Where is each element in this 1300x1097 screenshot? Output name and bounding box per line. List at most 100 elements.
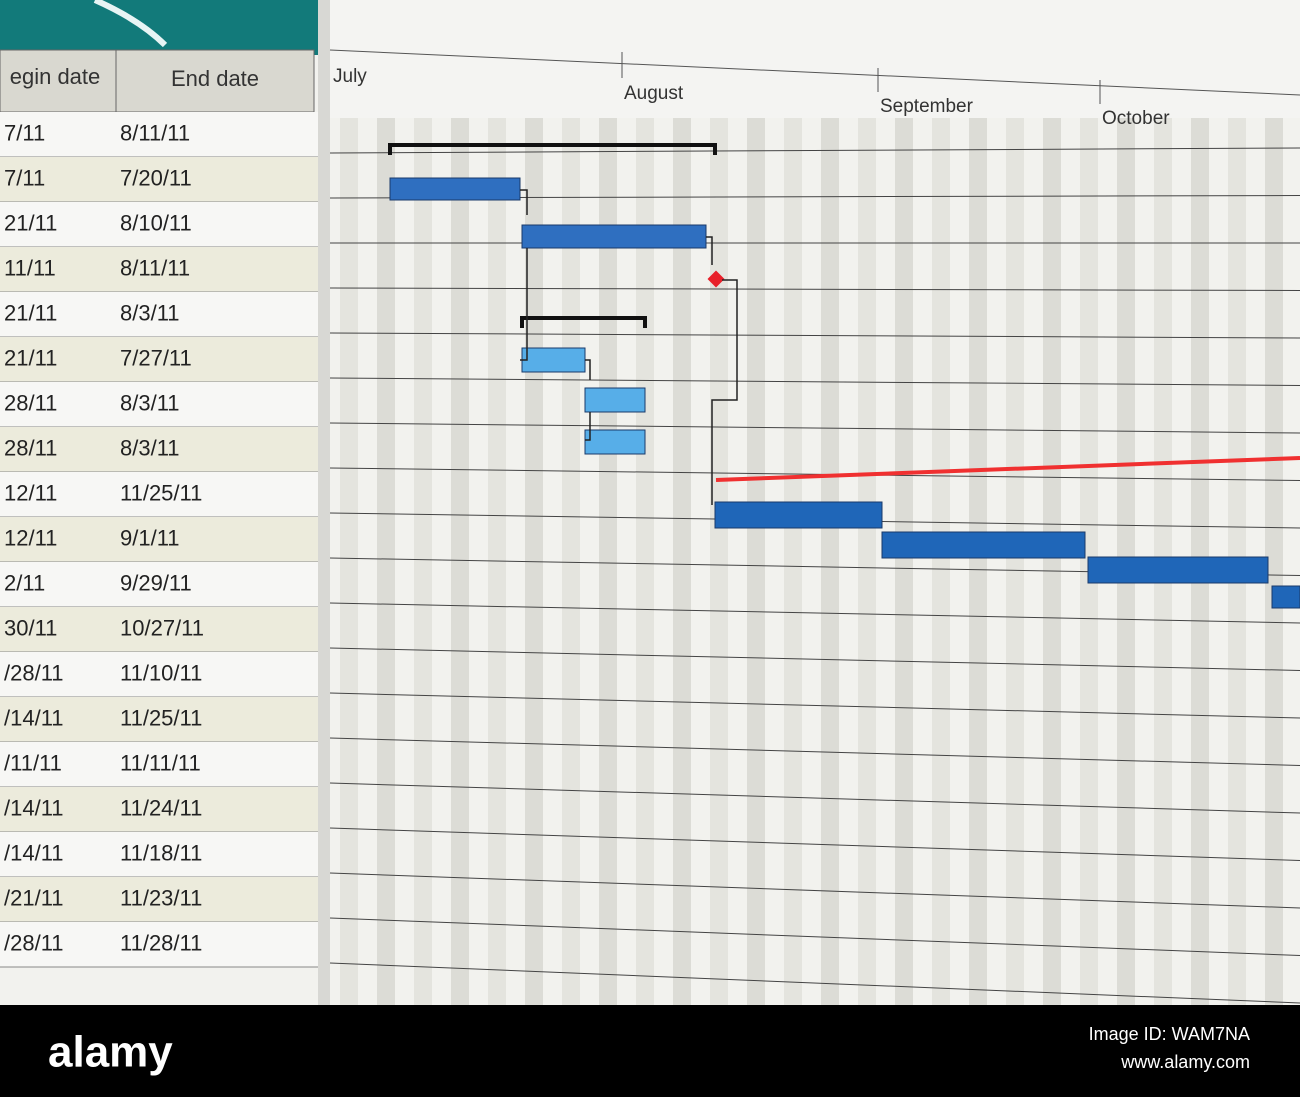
gantt-row-line: [329, 467, 1300, 481]
grid-column: [1043, 118, 1061, 1005]
end-date: 11/25/11: [120, 480, 202, 505]
end-date: 11/18/11: [120, 840, 202, 865]
table-row: [0, 472, 318, 517]
table-row: [0, 112, 318, 157]
end-date: 11/24/11: [120, 795, 202, 820]
end-date: 11/11/11: [120, 750, 201, 775]
begin-date: /21/11: [4, 885, 64, 910]
begin-date: /11/11: [4, 750, 62, 775]
gantt-row-line: [329, 287, 1300, 291]
begin-date: 21/11: [4, 300, 57, 325]
grid-column: [636, 118, 654, 1005]
end-date: 9/29/11: [120, 570, 192, 595]
task-bar: [389, 177, 521, 201]
table-row: [0, 427, 318, 472]
grid-column: [1006, 118, 1024, 1005]
table-row: [0, 247, 318, 292]
table-row: [0, 832, 318, 877]
grid-column: [710, 118, 728, 1005]
column-title: egin date: [10, 64, 101, 89]
gantt-row-line: [329, 962, 1300, 1004]
table-row: [0, 877, 318, 922]
table-row: [0, 742, 318, 787]
gantt-row-line: [329, 917, 1300, 956]
begin-date: 21/11: [4, 210, 57, 235]
gantt-row-line: [329, 737, 1300, 766]
end-date: 10/27/11: [120, 615, 204, 640]
gantt-row-line: [329, 332, 1300, 339]
footer: [0, 1005, 1300, 1097]
grid-column: [599, 118, 617, 1005]
end-date: 11/23/11: [120, 885, 202, 910]
gantt-row-line: [329, 827, 1300, 861]
end-date: 11/10/11: [120, 660, 202, 685]
begin-date: 7/11: [4, 165, 45, 190]
grid-column: [784, 118, 802, 1005]
begin-date: 12/11: [4, 480, 57, 505]
grid-column: [562, 118, 580, 1005]
critical-line: [715, 456, 1300, 482]
begin-date: /14/11: [4, 840, 64, 865]
timeline-divider: [329, 49, 1300, 96]
begin-date: 11/11: [4, 255, 56, 280]
column-title: End date: [171, 66, 259, 91]
begin-date: /28/11: [4, 660, 64, 685]
grid-column: [377, 118, 395, 1005]
milestone: [707, 270, 725, 288]
begin-date: 12/11: [4, 525, 57, 550]
grid-column: [747, 118, 765, 1005]
end-date: 11/28/11: [120, 930, 202, 955]
begin-date: 21/11: [4, 345, 57, 370]
grid-column: [932, 118, 950, 1005]
grid-column: [451, 118, 469, 1005]
task-bar: [584, 429, 646, 455]
grid-column: [895, 118, 913, 1005]
footer-brand: alamy: [48, 1028, 173, 1077]
end-date: 7/20/11: [120, 165, 192, 190]
end-date: 11/25/11: [120, 705, 202, 730]
table-row: [0, 337, 318, 382]
begin-date: 30/11: [4, 615, 57, 640]
task-bar: [521, 347, 586, 373]
timeline-header: [330, 0, 1300, 118]
table-row: [0, 787, 318, 832]
table-row: [0, 202, 318, 247]
task-bar: [521, 224, 707, 249]
table-row: [0, 607, 318, 652]
month-label: October: [1102, 108, 1170, 129]
grid-column: [821, 118, 839, 1005]
table-row: [0, 922, 318, 967]
begin-date: /28/11: [4, 930, 64, 955]
grid-column: [858, 118, 876, 1005]
app-banner: [0, 0, 318, 55]
table-row: [0, 652, 318, 697]
end-date: 9/1/11: [120, 525, 180, 550]
begin-date: 2/11: [4, 570, 45, 595]
gantt-row-line: [329, 872, 1300, 909]
splitter: [318, 0, 330, 1005]
banner-curve: [93, 0, 168, 48]
month-label: July: [333, 66, 367, 87]
begin-date: 28/11: [4, 435, 57, 460]
month-label: August: [624, 83, 684, 104]
end-date: 7/27/11: [120, 345, 192, 370]
task-bar: [881, 531, 1086, 559]
gantt-row-line: [329, 377, 1300, 386]
begin-date: 28/11: [4, 390, 57, 415]
grid-column: [340, 118, 358, 1005]
column-header: [0, 49, 117, 113]
footer-site: www.alamy.com: [1120, 1052, 1250, 1072]
table-row: [0, 157, 318, 202]
grid-column: [969, 118, 987, 1005]
summary-bar: [520, 316, 647, 328]
grid-column: [673, 118, 691, 1005]
task-bar: [584, 387, 646, 413]
end-date: 8/3/11: [120, 390, 180, 415]
grid-column: [1265, 118, 1283, 1005]
end-date: 8/10/11: [120, 210, 192, 235]
begin-date: /14/11: [4, 705, 64, 730]
month-label: September: [880, 96, 974, 117]
gantt-row-line: [329, 422, 1300, 434]
